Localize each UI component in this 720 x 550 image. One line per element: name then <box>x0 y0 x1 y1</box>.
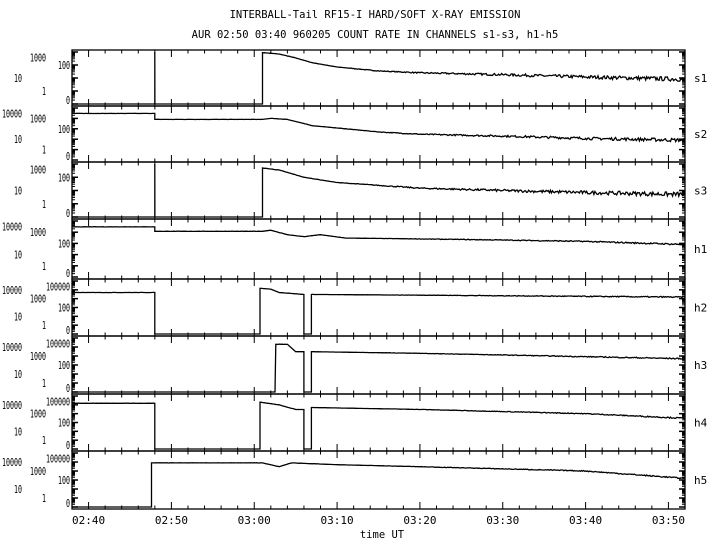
y-tick-label: 1000 <box>30 52 46 65</box>
y-tick-label: 1000 <box>30 408 46 421</box>
x-tick-label: 02:40 <box>72 514 105 527</box>
series-line-h4 <box>72 401 686 450</box>
y-tick-label: 1000 <box>30 293 46 306</box>
series-line-s1 <box>72 51 686 105</box>
y-tick-label: 0 <box>66 94 70 107</box>
panel-s2: 0 1 10 100 1000 10000 s2 <box>2 105 707 163</box>
y-tick-label: 1 <box>42 260 46 273</box>
y-tick-label: 10000 <box>2 284 22 297</box>
panel-label: s1 <box>694 72 707 85</box>
y-tick-label: 100000 <box>46 396 70 409</box>
panel-h2: 0 1 10 100 1000 10000 100000 h2 <box>2 278 707 337</box>
y-tick-label: 100000 <box>46 338 70 351</box>
y-tick-label: 10000 <box>2 221 22 234</box>
y-tick-label: 1 <box>42 144 46 157</box>
y-tick-label: 10000 <box>2 108 22 121</box>
y-tick-label: 1000 <box>30 112 46 125</box>
series-line-h3 <box>72 343 686 393</box>
x-tick-label: 03:10 <box>321 514 354 527</box>
chart-subtitle: AUR 02:50 03:40 960205 COUNT RATE IN CHA… <box>192 29 559 41</box>
y-tick-label: 10000 <box>2 341 22 354</box>
panel-label: h5 <box>694 474 707 487</box>
y-tick-label: 10 <box>14 310 22 323</box>
y-tick-label: 10 <box>14 133 22 146</box>
series-line-h2 <box>72 287 686 335</box>
y-tick-label: 100000 <box>46 281 70 294</box>
y-tick-label: 100 <box>58 302 70 315</box>
y-tick-label: 100 <box>58 123 70 136</box>
y-tick-label: 10 <box>14 185 22 198</box>
chart-title: INTERBALL-Tail RF15-I HARD/SOFT X-RAY EM… <box>230 9 521 21</box>
y-tick-label: 100 <box>58 474 70 487</box>
y-tick-label: 1 <box>42 319 46 332</box>
x-tick-label: 03:30 <box>486 514 519 527</box>
y-tick-label: 0 <box>66 267 70 280</box>
x-tick-label: 03:50 <box>652 514 685 527</box>
y-tick-label: 10000 <box>2 456 22 469</box>
y-tick-label: 0 <box>66 207 70 220</box>
y-tick-label: 0 <box>66 497 70 510</box>
y-tick-label: 100 <box>58 59 70 72</box>
series-line-s2 <box>72 112 686 144</box>
x-tick-label: 03:00 <box>238 514 271 527</box>
y-tick-label: 1000 <box>30 226 46 239</box>
y-tick-label: 100 <box>58 171 70 184</box>
y-tick-label: 0 <box>66 324 70 337</box>
panel-s3: 0 1 10 100 1000 s3 <box>14 161 707 220</box>
y-tick-label: 10 <box>14 425 22 438</box>
y-tick-label: 0 <box>66 382 70 395</box>
panel-h1: 0 1 10 100 1000 10000 h1 <box>2 218 707 280</box>
y-tick-label: 10 <box>14 249 22 262</box>
y-tick-label: 1000 <box>30 465 46 478</box>
x-tick-label: 03:40 <box>569 514 602 527</box>
y-tick-label: 1 <box>42 198 46 211</box>
y-tick-label: 1 <box>42 377 46 390</box>
y-tick-label: 0 <box>66 150 70 163</box>
y-tick-label: 1 <box>42 492 46 505</box>
panel-frame <box>71 450 686 510</box>
y-tick-label: 100000 <box>46 453 70 466</box>
y-tick-label: 100 <box>58 417 70 430</box>
panel-frame <box>71 105 686 163</box>
panel-h4: 0 1 10 100 1000 10000 100000 h4 <box>2 393 708 452</box>
panel-h3: 0 1 10 100 1000 10000 100000 h3 <box>2 335 707 395</box>
y-tick-label: 1 <box>42 434 46 447</box>
y-tick-label: 0 <box>66 439 70 452</box>
panel-frame <box>71 218 686 280</box>
y-tick-label: 1 <box>42 85 46 98</box>
panel-label: h4 <box>694 417 708 430</box>
y-tick-label: 10 <box>14 483 22 496</box>
panel-label: s3 <box>694 185 707 198</box>
series-line-s3 <box>72 163 686 218</box>
y-tick-label: 10 <box>14 72 22 85</box>
panels: 01101001000s10110100100010000s2011010010… <box>2 49 708 527</box>
series-line-h1 <box>71 226 686 246</box>
panel-label: h1 <box>694 243 707 256</box>
panel-label: s2 <box>694 128 707 141</box>
panel-frame <box>71 335 686 395</box>
panel-h5: 0 1 10 100 1000 10000 100000 h5 <box>2 450 707 510</box>
panel-label: h3 <box>694 359 707 372</box>
x-axis-label: time UT <box>360 529 405 541</box>
panel-s1: 0 1 10 100 1000 s1 <box>14 49 707 107</box>
y-tick-label: 1000 <box>30 164 46 177</box>
x-tick-label: 02:50 <box>155 514 188 527</box>
x-tick-label: 03:20 <box>403 514 436 527</box>
y-tick-label: 10000 <box>2 399 22 412</box>
y-tick-label: 10 <box>14 368 22 381</box>
panel-label: h2 <box>694 302 707 315</box>
panel-frame <box>71 393 686 452</box>
y-tick-label: 100 <box>58 237 70 250</box>
y-tick-label: 1000 <box>30 350 46 363</box>
panel-frame <box>71 278 686 337</box>
y-tick-label: 100 <box>58 359 70 372</box>
series-line-h5 <box>72 462 686 508</box>
